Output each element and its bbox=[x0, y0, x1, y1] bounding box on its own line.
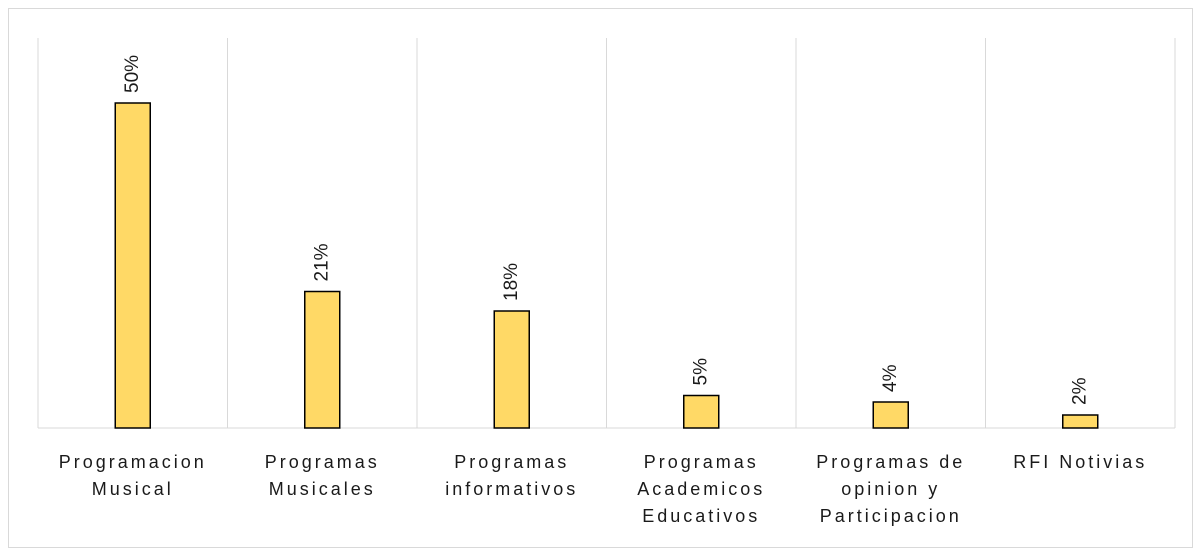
data-label: 50% bbox=[122, 55, 143, 93]
x-tick-label: Programas Musicales bbox=[264, 452, 380, 499]
data-label: 4% bbox=[880, 364, 901, 392]
x-tick-label: RFI Notivias bbox=[1013, 452, 1148, 472]
bar bbox=[304, 290, 341, 429]
data-label: 2% bbox=[1069, 377, 1090, 405]
chart-frame bbox=[8, 8, 1193, 548]
data-label: 5% bbox=[690, 358, 711, 386]
bar bbox=[493, 310, 530, 429]
x-tick-label: Programacion Musical bbox=[58, 452, 207, 499]
bar bbox=[114, 102, 151, 429]
bar bbox=[683, 394, 720, 429]
bar bbox=[872, 401, 909, 429]
x-tick-label: Programas de opinion y Participacion bbox=[816, 452, 966, 526]
x-tick-label: Programas Academicos Educativos bbox=[637, 452, 766, 526]
data-label: 21% bbox=[311, 243, 332, 281]
bar bbox=[1062, 414, 1099, 429]
x-tick-label: Programas informativos bbox=[445, 452, 579, 499]
data-label: 18% bbox=[501, 263, 522, 301]
